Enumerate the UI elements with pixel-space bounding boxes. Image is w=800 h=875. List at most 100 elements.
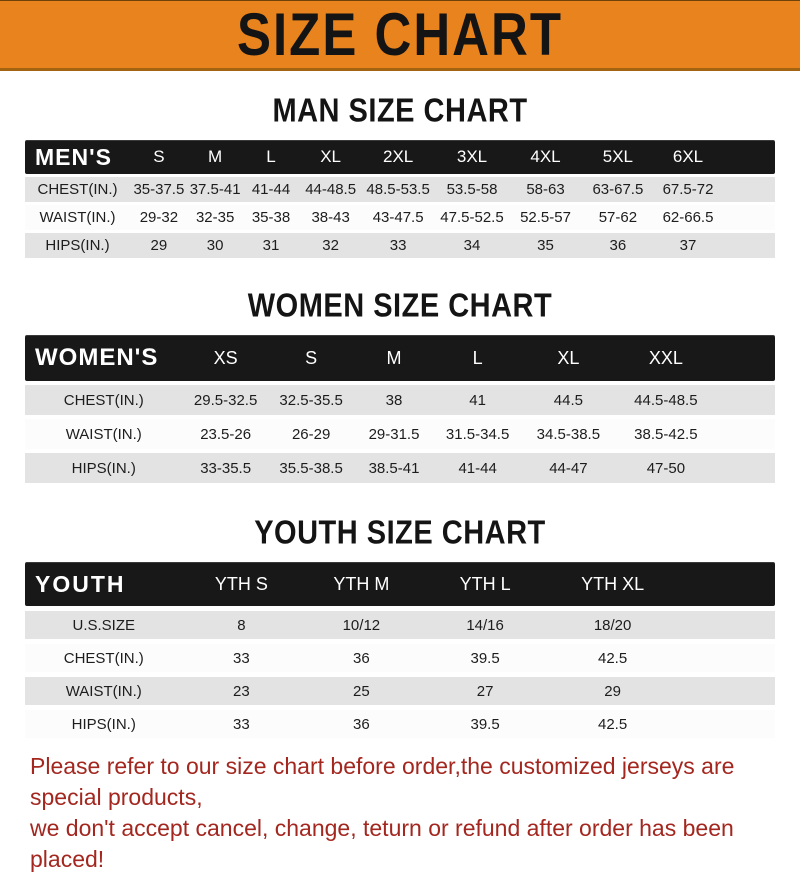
size-value: 8 <box>237 616 246 634</box>
youth-waist-row: WAIST(IN.) 23 25 27 29 <box>25 677 775 705</box>
column-header-yth-xl: YTH XL <box>581 573 645 594</box>
size-value: 23 <box>233 682 250 700</box>
size-value: 29-32 <box>139 209 179 226</box>
size-value: 30 <box>206 237 224 254</box>
youth-hips-row: HIPS(IN.) 33 36 39.5 42.5 <box>25 710 775 738</box>
column-header-3xl: 3XL <box>456 147 488 166</box>
size-value: 44.5-48.5 <box>634 391 698 409</box>
row-label: WAIST(IN.) <box>39 209 116 226</box>
size-value: 33 <box>233 715 250 733</box>
column-header-l: L <box>266 147 276 166</box>
size-value: 42.5 <box>598 649 628 667</box>
women-table-header-bar: WOMEN'S XS S M L XL XXL <box>25 335 775 381</box>
size-value: 63-67.5 <box>592 181 644 198</box>
row-label: HIPS(IN.) <box>45 237 110 254</box>
column-header-l: L <box>472 347 483 368</box>
row-label: WAIST(IN.) <box>65 682 142 700</box>
column-header-xxl: XXL <box>648 347 683 368</box>
size-value: 37 <box>679 237 697 254</box>
size-value: 41-44 <box>458 459 497 477</box>
size-value: 43-47.5 <box>372 209 424 226</box>
youth-size-table: YOUTH YTH S YTH M YTH L YTH XL U.S.SIZE … <box>25 562 775 738</box>
size-value: 34.5-38.5 <box>536 425 601 443</box>
size-value: 52.5-57 <box>520 209 571 226</box>
size-value: 26-29 <box>291 425 331 443</box>
size-value: 36 <box>353 715 370 733</box>
size-value: 36 <box>609 237 627 254</box>
size-value: 29.5-32.5 <box>193 391 258 409</box>
size-value: 47-50 <box>646 459 686 477</box>
size-value: 41-44 <box>251 181 291 198</box>
size-value: 31.5-34.5 <box>445 425 510 443</box>
size-value: 10/12 <box>342 616 381 634</box>
size-value: 23.5-26 <box>200 425 252 443</box>
women-size-table: WOMEN'S XS S M L XL XXL CHEST(IN.) 29.5-… <box>25 335 775 483</box>
size-value: 39.5 <box>470 649 500 667</box>
size-value: 36 <box>353 649 370 667</box>
column-header-yth-l: YTH L <box>459 573 511 594</box>
size-value: 35 <box>537 237 554 254</box>
women-hips-row: HIPS(IN.) 33-35.5 35.5-38.5 38.5-41 41-4… <box>25 453 775 483</box>
column-header-s: S <box>153 147 165 166</box>
footer-note: Please refer to our size chart before or… <box>30 751 780 875</box>
size-value: 44.5 <box>553 391 583 409</box>
women-section-title: WOMEN SIZE CHART <box>247 287 553 325</box>
size-value: 44-47 <box>549 459 588 477</box>
row-label: CHEST(IN.) <box>37 181 118 198</box>
size-value: 33-35.5 <box>200 459 252 477</box>
size-value: 35.5-38.5 <box>279 459 343 477</box>
youth-group-label: YOUTH <box>35 570 126 597</box>
row-label: WAIST(IN.) <box>65 425 142 443</box>
size-value: 38.5-41 <box>368 459 420 477</box>
women-group-label: WOMEN'S <box>35 344 159 371</box>
column-header-xs: XS <box>213 347 238 368</box>
column-header-s: S <box>305 347 318 368</box>
size-value: 39.5 <box>470 715 500 733</box>
size-chart-banner: SIZE CHART <box>0 0 800 71</box>
youth-section-title: YOUTH SIZE CHART <box>254 514 546 552</box>
men-section-title: MAN SIZE CHART <box>272 92 528 130</box>
size-value: 27 <box>476 682 494 700</box>
men-table-header-bar: MEN'S S M L XL 2XL 3XL 4XL 5XL 6XL <box>25 140 775 174</box>
column-header-2xl: 2XL <box>383 147 414 166</box>
footer-note-line1: Please refer to our size chart before or… <box>30 753 735 810</box>
size-value: 57-62 <box>598 209 638 226</box>
row-label: HIPS(IN.) <box>71 459 136 477</box>
men-size-table: MEN'S S M L XL 2XL 3XL 4XL 5XL 6XL CHEST… <box>25 140 775 258</box>
column-header-m: M <box>386 347 402 368</box>
size-value: 29-31.5 <box>368 425 420 443</box>
column-header-m: M <box>208 147 223 166</box>
size-value: 14/16 <box>466 616 504 634</box>
size-value: 18/20 <box>593 616 632 634</box>
page-title: SIZE CHART <box>237 0 563 69</box>
size-value: 58-63 <box>526 181 565 198</box>
column-header-5xl: 5XL <box>602 147 633 166</box>
size-value: 35-38 <box>251 209 291 226</box>
size-value: 38.5-42.5 <box>634 425 698 443</box>
size-value: 41 <box>469 391 486 409</box>
men-waist-row: WAIST(IN.) 29-32 32-35 35-38 38-43 43-47… <box>25 205 775 230</box>
youth-table-header-bar: YOUTH YTH S YTH M YTH L YTH XL <box>25 562 775 606</box>
size-value: 33 <box>233 649 250 667</box>
size-value: 29 <box>150 237 168 254</box>
size-value: 42.5 <box>598 715 628 733</box>
size-value: 47.5-52.5 <box>440 209 504 226</box>
women-waist-row: WAIST(IN.) 23.5-26 26-29 29-31.5 31.5-34… <box>25 419 775 449</box>
size-value: 35-37.5 <box>133 181 185 198</box>
column-header-xl: XL <box>557 347 580 368</box>
column-header-yth-s: YTH S <box>214 573 268 594</box>
size-value: 25 <box>353 682 370 700</box>
row-label: CHEST(IN.) <box>63 649 144 667</box>
youth-chest-row: CHEST(IN.) 33 36 39.5 42.5 <box>25 644 775 672</box>
size-value: 38 <box>385 391 403 409</box>
size-value: 48.5-53.5 <box>366 181 430 198</box>
row-label: HIPS(IN.) <box>71 715 136 733</box>
men-group-label: MEN'S <box>35 143 112 170</box>
size-value: 29 <box>604 682 621 700</box>
youth-ussize-row: U.S.SIZE 8 10/12 14/16 18/20 <box>25 611 775 639</box>
size-value: 32 <box>322 237 339 254</box>
column-header-4xl: 4XL <box>530 147 561 166</box>
row-label: CHEST(IN.) <box>63 391 144 409</box>
size-value: 32.5-35.5 <box>279 391 343 409</box>
size-value: 62-66.5 <box>662 209 714 226</box>
